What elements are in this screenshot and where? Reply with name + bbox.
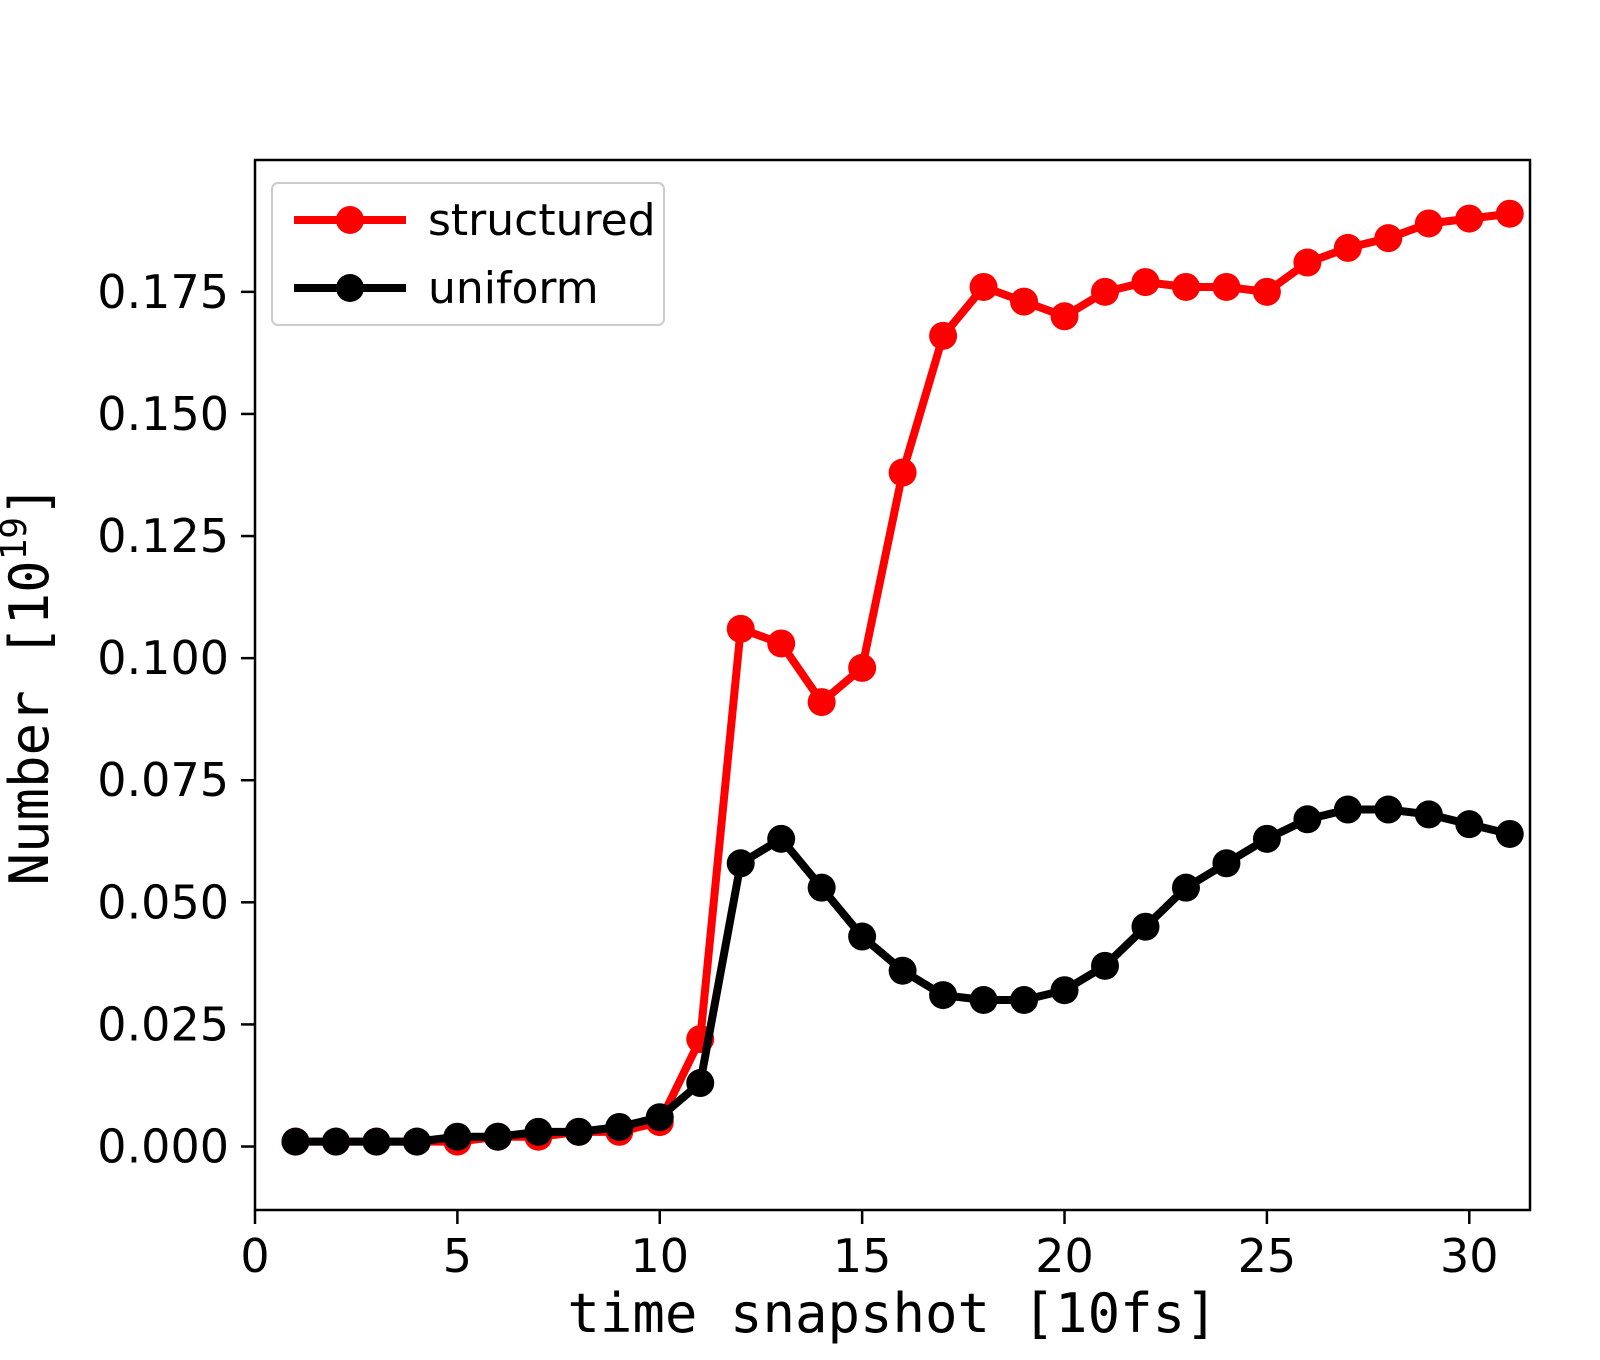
data-point-uniform — [848, 922, 877, 951]
series-uniform — [281, 795, 1524, 1156]
y-tick-label: 0.150 — [97, 387, 229, 441]
data-point-structured — [1374, 224, 1403, 253]
data-point-uniform — [443, 1122, 472, 1151]
data-point-uniform — [1171, 873, 1200, 902]
data-point-uniform — [281, 1127, 310, 1156]
data-point-uniform — [1131, 912, 1160, 941]
data-point-uniform — [1374, 795, 1403, 824]
x-tick-label: 15 — [833, 1229, 892, 1283]
data-point-uniform — [767, 824, 796, 853]
legend-item-uniform: uniform — [294, 263, 599, 314]
data-point-uniform — [686, 1069, 715, 1098]
data-point-uniform — [402, 1127, 431, 1156]
x-axis-label: time snapshot [10fs] — [567, 1282, 1217, 1345]
data-point-uniform — [1010, 986, 1039, 1014]
x-tick-label: 20 — [1035, 1229, 1094, 1283]
data-point-uniform — [1091, 951, 1119, 980]
data-point-uniform — [1495, 819, 1524, 848]
data-point-uniform — [362, 1127, 391, 1156]
y-axis-label: Number [1019] — [0, 485, 61, 886]
legend-marker — [336, 206, 364, 234]
x-tick-label: 10 — [630, 1229, 689, 1283]
data-point-uniform — [1293, 805, 1322, 834]
data-point-structured — [888, 458, 917, 487]
data-point-structured — [1171, 272, 1200, 301]
data-point-structured — [1495, 199, 1524, 228]
series-structured — [281, 199, 1524, 1156]
y-tick-label: 0.000 — [97, 1120, 229, 1174]
data-point-uniform — [1050, 976, 1079, 1005]
data-point-structured — [848, 653, 877, 682]
y-tick-label: 0.100 — [97, 631, 229, 685]
plot-border — [253, 158, 1532, 1212]
data-point-uniform — [1333, 795, 1362, 824]
data-point-uniform — [1414, 800, 1443, 829]
x-tick-label: 25 — [1238, 1229, 1297, 1283]
data-point-structured — [1455, 204, 1484, 233]
data-point-uniform — [321, 1127, 350, 1156]
y-tick-label: 0.050 — [97, 875, 229, 929]
data-point-structured — [1293, 248, 1322, 277]
data-point-uniform — [524, 1117, 553, 1146]
y-tick-label: 0.175 — [97, 265, 229, 319]
data-point-uniform — [1212, 849, 1241, 878]
data-point-structured — [726, 614, 755, 643]
x-tick-label: 30 — [1440, 1229, 1499, 1283]
data-point-structured — [1252, 277, 1281, 306]
legend-label: uniform — [428, 263, 599, 314]
data-point-structured — [1212, 272, 1241, 301]
x-tick-label: 0 — [240, 1229, 269, 1283]
data-point-structured — [1050, 302, 1079, 331]
data-point-structured — [1091, 277, 1119, 306]
x-tick-label: 5 — [443, 1229, 472, 1283]
y-tick-label: 0.125 — [97, 509, 229, 563]
data-point-structured — [1333, 233, 1362, 262]
data-point-uniform — [1252, 824, 1281, 853]
legend-marker — [336, 274, 364, 302]
data-point-structured — [969, 272, 998, 301]
series-line-structured — [291, 209, 1514, 1146]
data-point-uniform — [645, 1103, 674, 1132]
data-point-uniform — [1455, 810, 1484, 839]
data-point-structured — [1010, 287, 1039, 316]
data-point-structured — [1131, 268, 1160, 297]
data-point-uniform — [888, 956, 917, 985]
y-tick-label: 0.025 — [97, 997, 229, 1051]
x-axis: 0 5 10 15 20 25 30 — [240, 1210, 1499, 1283]
data-point-structured — [1414, 209, 1443, 238]
data-point-structured — [807, 688, 836, 717]
data-point-uniform — [564, 1117, 593, 1146]
y-axis: 0.000 0.025 0.050 0.075 0.100 0.125 0.150 0.175 — [97, 265, 255, 1174]
legend: structured uniform — [271, 182, 665, 326]
data-point-uniform — [929, 981, 958, 1010]
data-point-uniform — [807, 873, 836, 902]
y-tick-label: 0.075 — [97, 753, 229, 807]
legend-label: structured — [428, 195, 656, 246]
data-point-uniform — [605, 1112, 634, 1141]
data-point-structured — [767, 629, 796, 658]
data-point-uniform — [483, 1122, 512, 1151]
data-point-structured — [929, 321, 958, 350]
legend-item-structured: structured — [294, 195, 656, 246]
data-point-uniform — [969, 986, 998, 1014]
data-point-uniform — [726, 849, 755, 878]
